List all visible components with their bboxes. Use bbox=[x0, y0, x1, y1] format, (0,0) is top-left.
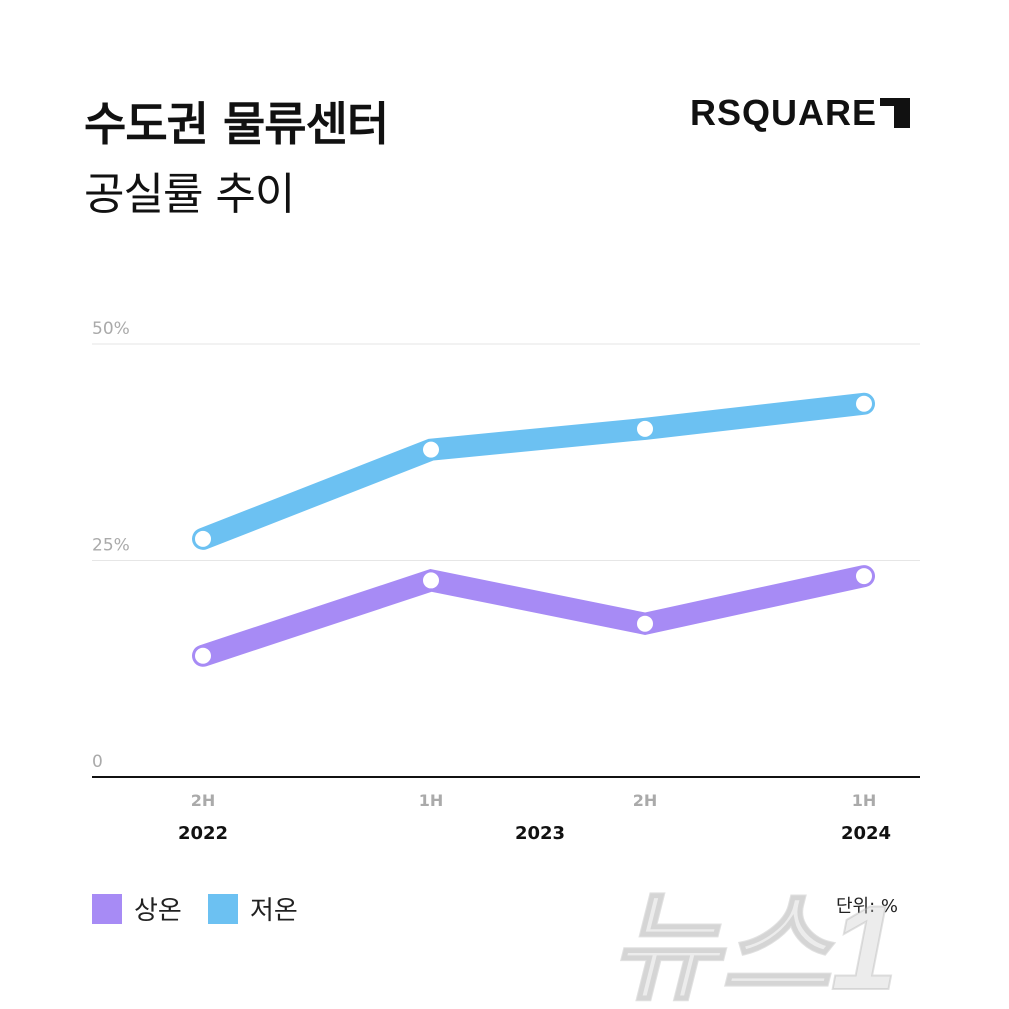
data-point bbox=[856, 395, 872, 412]
x-year-label: 2022 bbox=[178, 823, 228, 844]
x-tick-label: 2H bbox=[633, 791, 658, 810]
logo-mark-icon bbox=[880, 98, 911, 128]
data-point bbox=[195, 530, 211, 547]
data-point bbox=[637, 420, 653, 437]
y-tick-label: 50% bbox=[92, 319, 130, 339]
rsquare-logo: RSQUARE bbox=[690, 92, 911, 134]
page-subtitle: 공실률 추이 bbox=[84, 169, 295, 220]
y-tick-label: 0 bbox=[92, 752, 103, 772]
y-tick-label: 25% bbox=[92, 536, 130, 556]
legend-label: 상온 bbox=[134, 896, 182, 926]
data-point bbox=[423, 572, 439, 589]
legend-swatch bbox=[92, 893, 122, 924]
legend-swatch bbox=[208, 893, 238, 924]
unit-label: 단위: % bbox=[836, 896, 899, 917]
data-point bbox=[195, 647, 211, 664]
series-line-저온 bbox=[192, 392, 875, 550]
series-line-상온 bbox=[192, 565, 875, 667]
news1-watermark: 뉴스1 bbox=[609, 880, 899, 1009]
data-point bbox=[423, 441, 439, 458]
legend-label: 저온 bbox=[250, 896, 298, 926]
x-tick-label: 1H bbox=[419, 791, 444, 810]
page-title: 수도권 물류센터 bbox=[84, 97, 389, 151]
legend-item-저온: 저온 bbox=[208, 890, 298, 927]
data-point bbox=[637, 615, 653, 632]
legend-item-상온: 상온 bbox=[92, 890, 182, 927]
x-tick-label: 2H bbox=[191, 791, 216, 810]
x-year-label: 2024 bbox=[841, 823, 891, 844]
data-point bbox=[856, 568, 872, 585]
x-tick-label: 1H bbox=[852, 791, 877, 810]
x-year-label: 2023 bbox=[515, 823, 565, 844]
logo-text: RSQUARE bbox=[690, 92, 878, 133]
